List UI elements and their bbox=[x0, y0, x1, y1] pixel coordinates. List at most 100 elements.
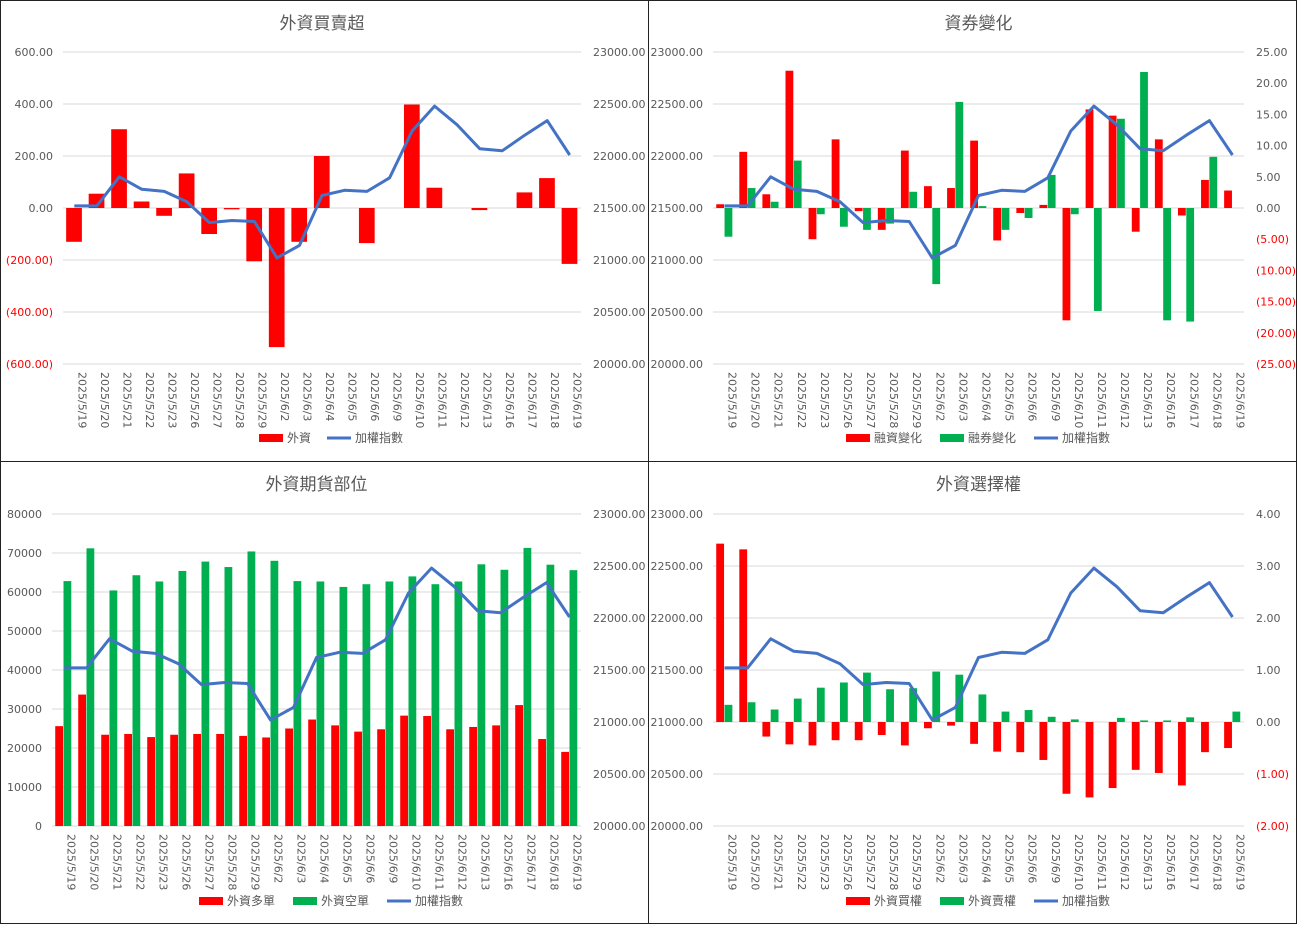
bar-外資買權-2025/6/2 bbox=[924, 722, 932, 729]
y2-tick-label: 4.00 bbox=[1256, 508, 1281, 521]
bar-融資變化-2025/6/18 bbox=[1201, 179, 1209, 208]
x-tick-label: 2025/5/28 bbox=[233, 372, 246, 428]
bar-外資-2025/5/22 bbox=[133, 201, 150, 208]
chart-title: 外資選擇權 bbox=[936, 475, 1021, 495]
x-tick-label: 2025/6/10 bbox=[413, 372, 426, 428]
y-tick-label: (600.00) bbox=[6, 358, 53, 371]
x-tick-label: 2025/6/19 bbox=[1233, 372, 1246, 428]
x-tick-label: 2025/5/22 bbox=[134, 834, 147, 890]
legend-swatch-融資變化 bbox=[846, 434, 870, 442]
x-tick-label: 2025/5/29 bbox=[249, 834, 262, 890]
x-tick-label: 2025/5/22 bbox=[795, 834, 808, 890]
y2-tick-label: 23000.00 bbox=[593, 508, 646, 521]
bar-外資多單-2025/6/3 bbox=[285, 728, 293, 826]
bar-外資賣權-2025/5/21 bbox=[770, 709, 779, 722]
y2-tick-label: (5.00) bbox=[1256, 233, 1289, 246]
bar-外資多單-2025/5/27 bbox=[193, 733, 201, 826]
y-tick-label: 0 bbox=[35, 820, 42, 833]
bar-外資多單-2025/6/18 bbox=[538, 739, 546, 826]
bar-融券變化-2025/5/22 bbox=[793, 160, 802, 208]
legend-label-外資: 外資 bbox=[287, 431, 311, 445]
bar-融資變化-2025/6/16 bbox=[1154, 139, 1163, 208]
y-tick-label: 21500.00 bbox=[651, 202, 704, 215]
margin-short-change-svg: 資券變化 23000.00 22500.00 22000.00 21500.00 2100… bbox=[651, 14, 1297, 445]
bar-外資買權-2025/5/27 bbox=[854, 722, 863, 741]
bar-外資空單-2025/6/19 bbox=[569, 570, 578, 826]
bar-外資賣權-2025/6/9 bbox=[1047, 716, 1056, 722]
x-tick-label: 2025/6/2 bbox=[933, 834, 946, 883]
bar-外資賣權-2025/6/13 bbox=[1140, 720, 1148, 722]
y-tick-label: 60000 bbox=[7, 586, 42, 599]
bar-融資變化-2025/6/5 bbox=[993, 208, 1002, 241]
y-tick-label: 70000 bbox=[7, 547, 42, 560]
bar-外資空單-2025/5/26 bbox=[178, 570, 187, 826]
bar-外資-2025/5/23 bbox=[156, 208, 172, 216]
bar-融券變化-2025/6/13 bbox=[1140, 71, 1148, 208]
x-tick-label: 2025/6/2 bbox=[278, 372, 291, 421]
bar-外資賣權-2025/6/4 bbox=[978, 694, 987, 722]
y-tick-label: 400.00 bbox=[15, 98, 54, 111]
x-tick-label: 2025/6/10 bbox=[1072, 372, 1085, 428]
x-tick-label: 2025/6/3 bbox=[295, 834, 308, 883]
x-tick-label: 2025/6/19 bbox=[571, 372, 584, 428]
y-tick-label: 20500.00 bbox=[651, 768, 704, 781]
index-line bbox=[63, 566, 571, 722]
x-tick-label: 2025/6/17 bbox=[526, 372, 539, 428]
bar-外資賣權-2025/6/2 bbox=[932, 671, 941, 722]
y-tick-label: 200.00 bbox=[15, 150, 54, 163]
x-tick-label: 2025/6/13 bbox=[1141, 834, 1154, 890]
bar-融資變化-2025/5/27 bbox=[854, 208, 863, 212]
y-tick-label: 22000.00 bbox=[651, 150, 704, 163]
x-tick-label: 2025/6/2 bbox=[272, 834, 285, 883]
x-tick-label: 2025/6/4 bbox=[980, 372, 993, 421]
x-tick-label: 2025/5/19 bbox=[726, 372, 739, 428]
x-tick-label: 2025/5/26 bbox=[188, 372, 201, 428]
x-tick-label: 2025/5/21 bbox=[111, 834, 124, 890]
bar-外資空單-2025/6/4 bbox=[316, 581, 325, 826]
bar-外資空單-2025/6/17 bbox=[523, 547, 532, 826]
bar-外資買權-2025/6/19 bbox=[1224, 722, 1232, 748]
bar-外資買權-2025/6/3 bbox=[947, 722, 955, 726]
bar-外資買權-2025/5/19 bbox=[716, 543, 725, 722]
bar-外資空單-2025/6/6 bbox=[362, 584, 371, 826]
x-tick-label: 2025/6/11 bbox=[1095, 372, 1108, 428]
x-tick-label: 2025/5/19 bbox=[726, 834, 739, 890]
x-tick-label: 2025/5/19 bbox=[65, 834, 78, 890]
y2-tick-label: 22000.00 bbox=[593, 150, 646, 163]
bar-外資空單-2025/6/16 bbox=[500, 569, 509, 826]
bar-外資賣權-2025/5/27 bbox=[863, 672, 871, 722]
x-tick-label: 2025/6/6 bbox=[1026, 834, 1039, 883]
y2-tick-label: 20000.00 bbox=[593, 358, 646, 371]
bar-外資賣權-2025/5/19 bbox=[724, 704, 733, 722]
x-tick-label: 2025/6/5 bbox=[341, 834, 354, 883]
y2-tick-label: 20.00 bbox=[1256, 77, 1288, 90]
bar-外資空單-2025/6/10 bbox=[408, 576, 417, 826]
bar-融券變化-2025/5/26 bbox=[839, 208, 848, 227]
bar-融資變化-2025/6/19 bbox=[1224, 190, 1232, 208]
bar-融資變化-2025/5/29 bbox=[900, 150, 909, 208]
bar-融資變化-2025/6/2 bbox=[924, 186, 932, 208]
x-tick-label: 2025/6/13 bbox=[479, 834, 492, 890]
x-tick-label: 2025/6/12 bbox=[456, 834, 469, 890]
bar-融券變化-2025/5/28 bbox=[886, 208, 894, 224]
bar-融券變化-2025/5/21 bbox=[770, 201, 779, 208]
legend-label-外資空單: 外資空單 bbox=[321, 894, 369, 908]
bar-外資多單-2025/6/4 bbox=[308, 719, 316, 826]
bar-外資買權-2025/6/16 bbox=[1154, 722, 1163, 773]
bar-外資-2025/6/2 bbox=[268, 208, 285, 348]
x-tick-label: 2025/6/6 bbox=[368, 372, 381, 421]
bar-外資賣權-2025/6/6 bbox=[1024, 710, 1033, 722]
bar-外資多單-2025/6/17 bbox=[515, 705, 523, 826]
bar-外資多單-2025/6/16 bbox=[492, 725, 500, 826]
bar-外資空單-2025/5/21 bbox=[109, 590, 118, 826]
x-tick-label: 2025/6/11 bbox=[433, 834, 446, 890]
bar-外資多單-2025/6/13 bbox=[469, 726, 477, 826]
y2-tick-label: 1.00 bbox=[1256, 664, 1281, 677]
bar-外資-2025/5/28 bbox=[223, 208, 240, 210]
x-tick-label: 2025/6/5 bbox=[1003, 834, 1016, 883]
bar-融券變化-2025/6/5 bbox=[1001, 208, 1010, 230]
bar-融資變化-2025/6/4 bbox=[970, 140, 978, 208]
bar-外資多單-2025/5/20 bbox=[78, 694, 86, 826]
bar-外資買權-2025/5/28 bbox=[877, 722, 886, 735]
bar-外資買權-2025/5/23 bbox=[808, 722, 817, 746]
